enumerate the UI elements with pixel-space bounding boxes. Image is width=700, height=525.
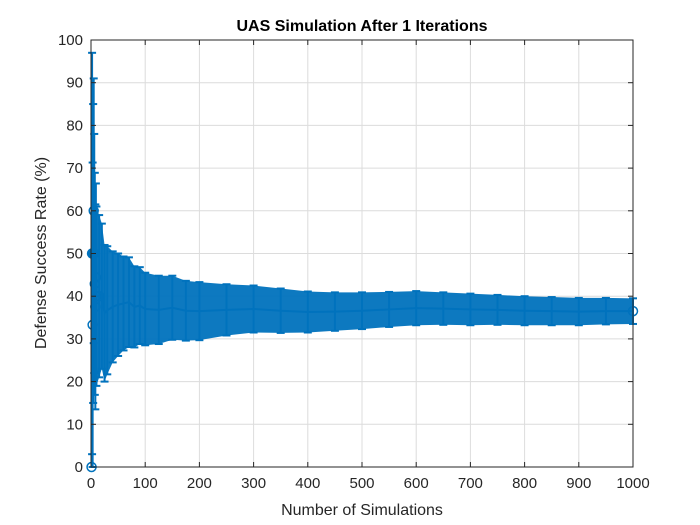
x-tick-label: 900 [566,475,591,492]
x-tick-label: 400 [295,475,320,492]
y-tick-label: 10 [66,416,83,433]
x-tick-label: 1000 [616,475,649,492]
x-tick-label: 200 [187,475,212,492]
x-tick-label: 800 [512,475,537,492]
y-tick-label: 90 [66,75,83,92]
ticks: 0 100 200 300 400 500 600 700 800 900 1000 0 10 20 30 4… [58,32,650,492]
x-tick-label: 100 [133,475,158,492]
x-tick-label: 0 [87,475,95,492]
y-tick-label: 20 [66,374,83,391]
data-series [86,51,639,473]
data-point [88,205,99,217]
x-tick-label: 600 [404,475,429,492]
x-tick-label: 500 [349,475,374,492]
y-axis-label: Defense Success Rate (%) [33,157,50,349]
y-tick-label: 30 [66,331,83,348]
y-tick-label: 100 [58,32,83,49]
data-point [89,278,101,290]
chart-title: UAS Simulation After 1 Iterations [237,18,488,35]
y-tick-label: 50 [66,246,83,263]
y-tick-label: 80 [66,117,83,134]
x-tick-label: 700 [458,475,483,492]
y-tick-label: 70 [66,160,83,177]
y-tick-label: 40 [66,288,83,305]
data-point [89,248,100,259]
data-point [87,319,98,331]
y-tick-label: 60 [66,203,83,220]
x-tick-label: 300 [241,475,266,492]
y-tick-label: 0 [75,459,83,476]
x-axis-label: Number of Simulations [281,502,443,519]
